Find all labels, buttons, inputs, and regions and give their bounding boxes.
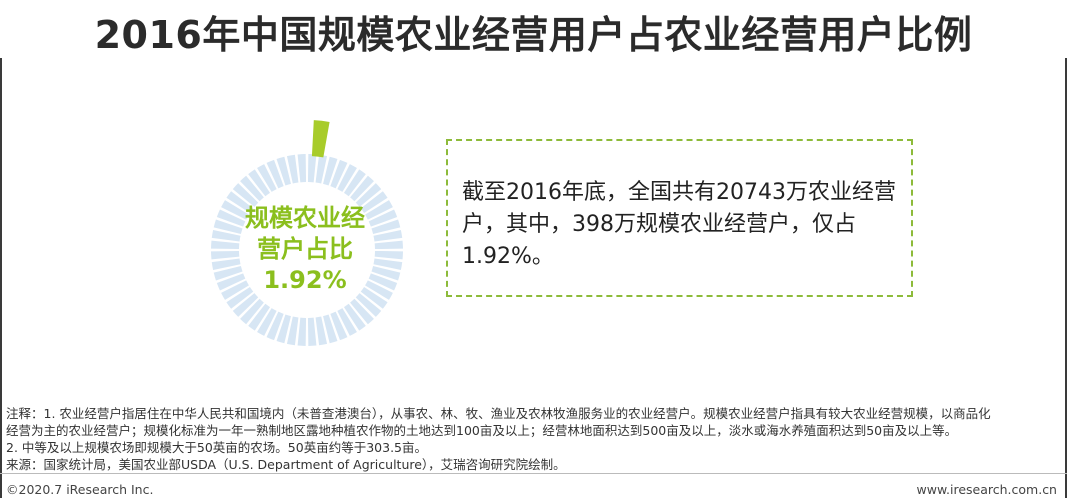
ring-segment [211, 250, 240, 260]
ring-segment [276, 156, 291, 186]
highlight-slice [311, 120, 330, 158]
ring-segment [213, 219, 243, 234]
ring-segment [211, 240, 240, 250]
ring-segment [226, 286, 254, 309]
ring-segment [373, 258, 403, 271]
page-title: 2016年中国规模农业经营用户占农业经营用户比例 [94, 13, 973, 57]
donut-label-value: 1.92% [263, 266, 347, 294]
ring-segment [221, 200, 249, 220]
ring-segment [211, 229, 241, 242]
ring-segment [350, 298, 374, 325]
ring-segment [257, 308, 277, 336]
ring-segment [232, 183, 259, 207]
ring-segment [248, 169, 271, 197]
ring-segment [286, 316, 299, 346]
ring-segment [216, 273, 246, 291]
ring-segment [323, 156, 338, 186]
ring-segment [232, 293, 259, 317]
ring-segment [315, 154, 328, 184]
ring-segment [297, 154, 307, 183]
note-line: 经营为主的农业经营户；规模化标准为一年一熟制地区露地种植农作物的土地达到100亩… [6, 423, 958, 438]
ring-segment [286, 154, 299, 184]
ring-segment [368, 273, 398, 291]
notes-block: 注释：1. 农业经营户指居住在中华人民共和国境内（未普查港澳台），从事农、林、牧… [6, 405, 1064, 473]
ring-segment [368, 209, 398, 227]
ring-segment [213, 266, 243, 281]
ring-segment [374, 240, 403, 250]
ring-segment [240, 175, 264, 202]
footer-divider [0, 473, 1067, 474]
frame-right-border [1065, 58, 1067, 498]
ring-segment [350, 175, 374, 202]
note-line: 2. 中等及以上规模农场即规模大于50英亩的农场。50英亩约等于303.5亩。 [6, 440, 427, 455]
ring-segment [248, 303, 271, 331]
footer-url[interactable]: www.iresearch.com.cn [916, 482, 1058, 497]
callout-box: 截至2016年底，全国共有20743万农业经营户，其中，398万规模农业经营户，… [446, 139, 913, 297]
ring-segment [337, 308, 357, 336]
ring-segment [337, 164, 357, 192]
ring-segment [266, 159, 284, 189]
donut-label-line-1: 规模农业经 [245, 204, 365, 232]
donut-chart [195, 110, 420, 355]
ring-segment [266, 311, 284, 341]
ring-segment [355, 293, 382, 317]
ring-segment [371, 266, 401, 281]
ring-segment [226, 191, 254, 214]
frame-left-border [0, 58, 2, 498]
ring-segment [355, 183, 382, 207]
ring-segment [343, 169, 366, 197]
donut-label-line-2: 营户占比 [257, 235, 353, 263]
ring-segment [343, 303, 366, 331]
footer-copyright: ©2020.7 iResearch Inc. [6, 482, 154, 497]
ring-segment [360, 191, 388, 214]
source-line: 来源：国家统计局，美国农业部USDA（U.S. Department of Ag… [6, 457, 566, 472]
ring-segment [330, 311, 348, 341]
ring-segment [374, 250, 403, 260]
ring-segment [323, 314, 338, 344]
ring-segment [315, 316, 328, 346]
donut-svg [211, 120, 403, 346]
ring-segment [297, 317, 307, 346]
ring-segment [365, 200, 393, 220]
ring-segment [211, 258, 241, 271]
donut-center-label: 规模农业经 营户占比 1.92% [230, 203, 380, 296]
ring-segment [365, 280, 393, 300]
ring-segment [373, 229, 403, 242]
ring-segment [360, 286, 388, 309]
ring-segment [257, 164, 277, 192]
callout-text: 截至2016年底，全国共有20743万农业经营户，其中，398万规模农业经营户，… [462, 180, 896, 269]
ring-segment [330, 159, 348, 189]
ring-segment [307, 317, 317, 346]
ring-segment [307, 154, 317, 183]
ring-segment [240, 298, 264, 325]
ring-segment [276, 314, 291, 344]
ring-segment [216, 209, 246, 227]
ring-segment [221, 280, 249, 300]
note-line: 注释：1. 农业经营户指居住在中华人民共和国境内（未普查港澳台），从事农、林、牧… [6, 406, 991, 421]
ring-segment [371, 219, 401, 234]
